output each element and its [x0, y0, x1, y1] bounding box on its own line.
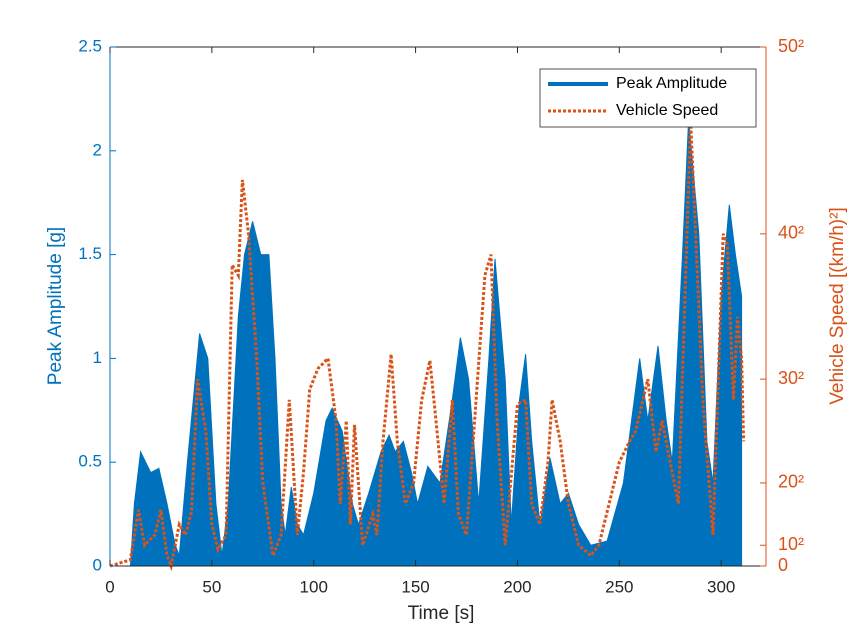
legend-label: Peak Amplitude [616, 75, 727, 92]
y2-tick-label: 50² [778, 36, 804, 56]
legend-label: Vehicle Speed [616, 102, 718, 119]
y-tick-label: 2.5 [78, 36, 102, 55]
y-tick-label: 2 [93, 140, 102, 159]
y-axis-label: Peak Amplitude [g] [45, 227, 66, 385]
x-axis-label: Time [s] [408, 603, 475, 624]
area [110, 119, 743, 567]
y-tick-label: 1 [93, 348, 102, 367]
y2-tick-label: 20² [778, 472, 804, 492]
x-tick-label: 150 [401, 577, 429, 596]
y2-tick-label: 40² [778, 223, 804, 243]
x-tick-label: 0 [105, 577, 114, 596]
y-tick-label: 1.5 [78, 244, 102, 263]
x-tick-label: 200 [503, 577, 531, 596]
y2-tick-label: 30² [778, 368, 804, 388]
y2-axis-label: Vehicle Speed [(km/h)²] [827, 207, 848, 404]
y2-tick-label: 10² [778, 534, 804, 554]
line [109, 119, 746, 572]
y-tick-label: 0.5 [78, 452, 102, 471]
y2-tick-label: 0 [778, 555, 788, 575]
legend-box [539, 68, 757, 128]
y-tick-label: 0 [93, 555, 102, 574]
x-tick-label: 250 [605, 577, 633, 596]
x-tick-label: 50 [202, 577, 221, 596]
x-tick-label: 300 [707, 577, 735, 596]
x-tick-label: 100 [300, 577, 328, 596]
